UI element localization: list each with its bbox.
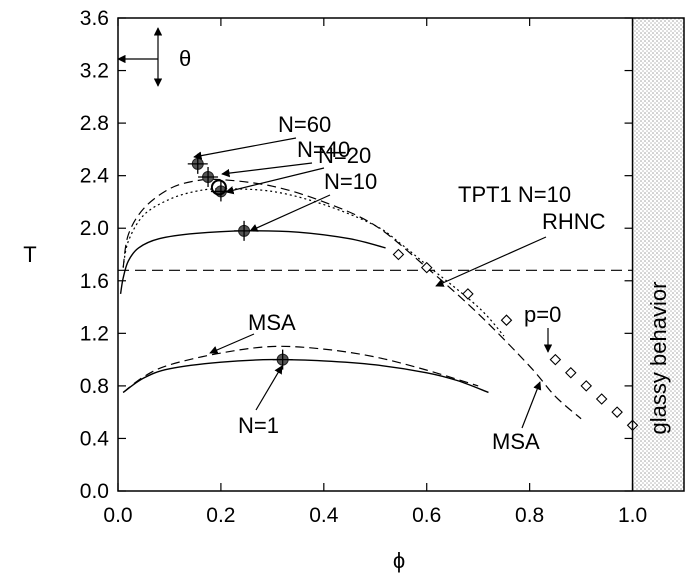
diamond-point — [549, 353, 562, 366]
curve-n10-solid — [119, 230, 386, 295]
x-tick-label: 1.0 — [618, 504, 647, 527]
plot-frame — [117, 17, 685, 492]
diamond-point — [611, 406, 623, 418]
label-msa-upper: MSA — [248, 310, 296, 335]
marker-n40 — [198, 166, 219, 187]
diamond-point — [580, 380, 593, 392]
x-tick-label: 0.4 — [309, 504, 339, 527]
arrow-n10 — [249, 194, 331, 232]
curve-n40-dotted — [122, 188, 505, 337]
label-n20: N=20 — [318, 143, 371, 168]
label-rhnc: RHNC — [542, 209, 606, 234]
y-tick-label: 3.2 — [80, 60, 109, 83]
x-tick-label: 0.0 — [103, 504, 132, 527]
theta-label: θ — [179, 46, 191, 71]
label-p0: p=0 — [524, 302, 561, 327]
annotations: N=60 N=40 N=20 N=10 TPT1 N=10 RHNC MSA p… — [193, 112, 671, 454]
arrow-n60 — [193, 137, 297, 160]
label-tpt1: TPT1 N=10 — [458, 182, 571, 207]
marker-n1 — [272, 349, 293, 370]
diamond-point — [462, 288, 474, 300]
diamond-point — [500, 314, 513, 326]
arrow-n1 — [255, 365, 283, 411]
label-glassy: glassy behavior — [646, 282, 671, 435]
diamond-point — [595, 393, 608, 405]
y-axis-label: T — [23, 242, 36, 267]
y-tick-label: 0.8 — [80, 375, 109, 398]
y-tick-label: 0.0 — [80, 480, 109, 503]
y-tick-label: 2.4 — [80, 165, 110, 188]
y-tick-label: 2.8 — [80, 112, 109, 135]
curve-n1-msa-dashed — [122, 345, 479, 393]
y-tick-label: 2.0 — [80, 217, 109, 240]
label-n40: N=40 — [297, 137, 350, 162]
arrow-msa-upper — [209, 333, 255, 354]
y-tick-label: 3.6 — [80, 7, 109, 30]
diamond-point — [565, 366, 577, 379]
curve-n1-solid — [122, 358, 489, 394]
y-tick-label: 0.4 — [80, 427, 110, 450]
x-tick-label: 0.6 — [412, 504, 441, 527]
y-tick-label: 1.6 — [80, 270, 109, 293]
label-n60: N=60 — [278, 112, 331, 137]
glassy-region — [632, 18, 684, 491]
marker-n20 — [210, 179, 231, 202]
y-tick-label: 1.2 — [80, 322, 109, 345]
curve-n60-dashed — [122, 178, 582, 420]
theta-indicator: θ — [117, 27, 191, 87]
x-axis-label: ϕ — [393, 548, 405, 573]
label-n1: N=1 — [238, 413, 279, 438]
x-tick-label: 0.2 — [206, 504, 235, 527]
arrow-msa-lower — [521, 381, 542, 429]
label-msa-lower: MSA — [492, 429, 540, 454]
diamond-point — [420, 261, 433, 274]
arrow-n40 — [221, 162, 313, 178]
arrow-n20 — [225, 167, 325, 195]
diamond-point — [392, 248, 405, 261]
arrow-rhnc — [435, 236, 547, 287]
x-tick-label: 0.8 — [515, 504, 544, 527]
label-n10: N=10 — [324, 169, 377, 194]
